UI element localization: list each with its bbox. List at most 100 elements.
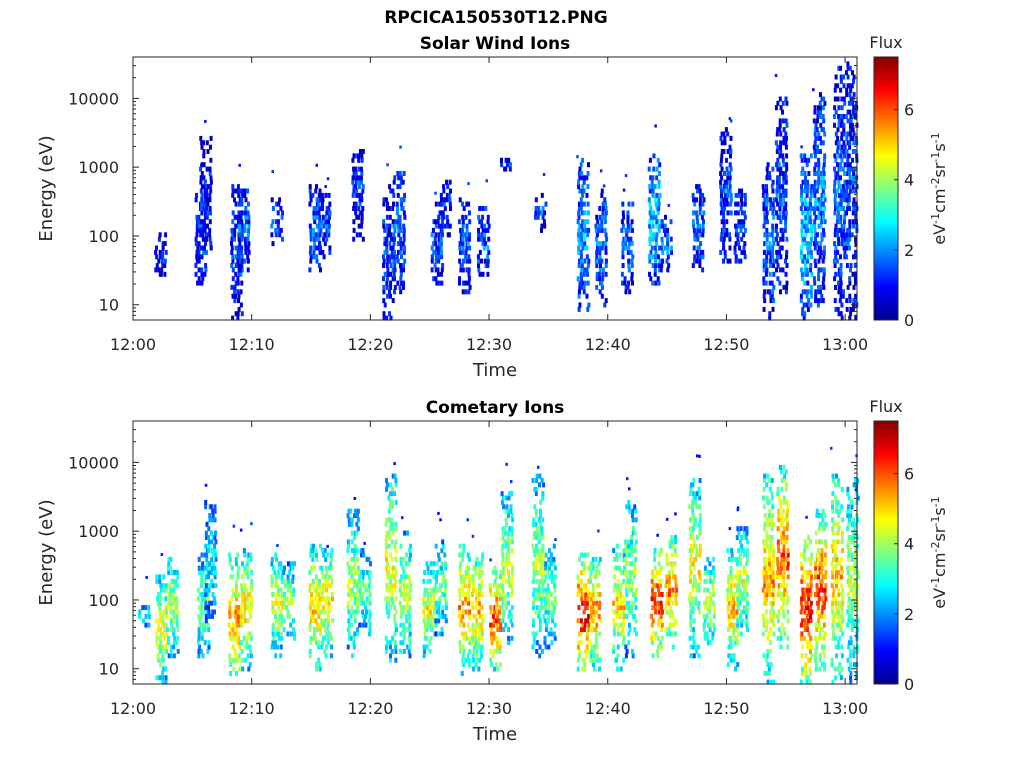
flux-pixel — [780, 592, 784, 597]
flux-pixel — [799, 622, 803, 628]
flux-pixel — [691, 513, 695, 518]
flux-pixel — [765, 543, 769, 549]
flux-pixel — [577, 587, 581, 593]
flux-pixel — [776, 127, 780, 133]
flux-pixel — [348, 578, 351, 584]
flux-pixel — [243, 592, 246, 597]
flux-pixel — [818, 539, 822, 545]
flux-pixel — [704, 605, 708, 611]
flux-pixel — [233, 214, 237, 220]
flux-pixel — [674, 592, 678, 597]
flux-pixel — [237, 223, 241, 229]
flux-pixel — [474, 613, 478, 619]
flux-pixel — [161, 618, 165, 624]
flux-pixel — [396, 258, 400, 264]
flux-pixel — [579, 249, 583, 255]
flux-pixel — [320, 219, 324, 225]
flux-pixel — [698, 197, 702, 203]
flux-pixel — [659, 565, 663, 571]
flux-pixel — [200, 144, 204, 150]
flux-pixel — [576, 219, 580, 225]
flux-pixel — [387, 596, 391, 602]
flux-pixel — [634, 508, 638, 514]
flux-pixel — [236, 592, 240, 597]
flux-pixel — [467, 201, 471, 207]
flux-pixel — [801, 666, 804, 672]
flux-pixel — [206, 622, 210, 628]
spectrogram-data — [137, 446, 860, 685]
flux-pixel — [692, 631, 696, 637]
flux-pixel — [314, 635, 318, 641]
flux-pixel — [839, 254, 842, 260]
flux-pixel — [461, 556, 465, 562]
flux-pixel — [361, 609, 365, 615]
flux-pixel — [538, 482, 541, 488]
flux-pixel — [846, 166, 850, 172]
flux-pixel — [814, 530, 818, 536]
flux-pixel — [158, 574, 162, 580]
flux-pixel — [323, 548, 327, 554]
flux-pixel — [742, 565, 746, 571]
flux-pixel — [405, 592, 409, 597]
flux-pixel — [612, 609, 616, 615]
flux-pixel — [631, 254, 635, 260]
flux-pixel — [720, 131, 724, 137]
flux-pixel — [206, 210, 210, 216]
flux-pixel — [845, 232, 849, 238]
flux-pixel — [234, 657, 238, 663]
flux-pixel — [329, 605, 333, 611]
flux-pixel — [399, 197, 403, 203]
flux-pixel — [406, 644, 410, 650]
flux-pixel — [692, 565, 696, 571]
flux-pixel — [843, 236, 847, 242]
flux-pixel — [354, 206, 358, 211]
flux-pixel — [468, 258, 472, 264]
flux-pixel — [276, 631, 280, 637]
flux-pixel — [764, 556, 768, 562]
flux-pixel — [848, 232, 852, 238]
flux-pixel — [244, 197, 248, 203]
flux-pixel — [785, 236, 789, 242]
flux-pixel — [823, 131, 827, 137]
flux-pixel — [430, 232, 434, 238]
flux-pixel — [277, 570, 280, 575]
flux-pixel — [444, 578, 448, 584]
flux-pixel — [719, 171, 723, 176]
flux-pixel — [692, 574, 696, 580]
flux-pixel — [324, 600, 328, 606]
flux-pixel — [669, 605, 672, 611]
flux-pixel — [649, 232, 653, 238]
flux-pixel — [799, 298, 803, 304]
flux-pixel — [821, 140, 825, 146]
flux-pixel — [709, 578, 713, 584]
flux-pixel — [402, 267, 405, 273]
flux-pixel — [649, 214, 653, 220]
flux-pixel — [461, 631, 465, 637]
flux-pixel — [729, 640, 733, 646]
flux-pixel — [397, 227, 401, 233]
flux-pixel — [472, 666, 475, 672]
flux-pixel — [694, 644, 698, 650]
flux-pixel — [235, 640, 239, 646]
flux-pixel — [660, 236, 664, 242]
flux-pixel — [851, 157, 854, 163]
flux-pixel — [595, 622, 599, 628]
flux-pixel — [276, 544, 279, 547]
flux-pixel — [321, 583, 325, 589]
flux-pixel — [403, 214, 407, 220]
flux-pixel — [233, 298, 237, 304]
flux-pixel — [745, 618, 749, 624]
flux-pixel — [836, 83, 840, 89]
flux-pixel — [577, 227, 581, 233]
flux-pixel — [315, 583, 319, 589]
flux-pixel — [630, 583, 634, 589]
flux-pixel — [481, 206, 485, 211]
flux-pixel — [467, 280, 471, 286]
flux-pixel — [499, 574, 502, 580]
flux-pixel — [405, 583, 409, 589]
flux-pixel — [804, 666, 808, 672]
flux-pixel — [836, 188, 839, 194]
flux-pixel — [768, 552, 772, 558]
flux-pixel — [719, 210, 723, 216]
flux-pixel — [584, 592, 588, 597]
